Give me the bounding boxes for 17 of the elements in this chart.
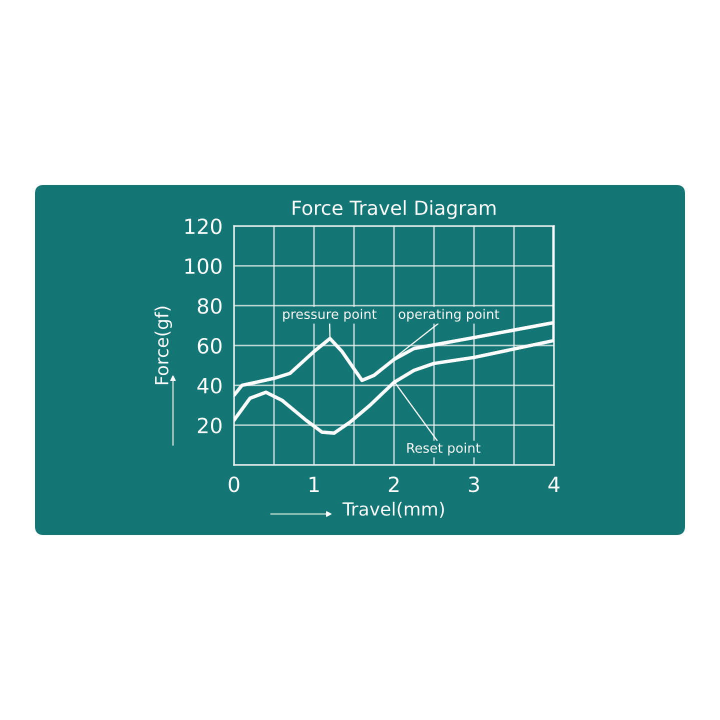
y-tick-label: 40 bbox=[197, 378, 222, 394]
y-tick-label: 80 bbox=[198, 298, 222, 314]
x-tick-label: 2 bbox=[388, 476, 399, 492]
y-tick-label: 100 bbox=[185, 258, 222, 274]
annotation: Reset point bbox=[407, 442, 480, 456]
x-tick-label: 0 bbox=[228, 476, 240, 492]
y-tick-label: 60 bbox=[198, 338, 222, 354]
y-axis-title: Force(gf) bbox=[154, 306, 172, 384]
annotation: pressure point bbox=[283, 308, 377, 322]
x-tick-label: 4 bbox=[548, 476, 560, 492]
x-tick-label: 3 bbox=[468, 476, 479, 492]
x-axis-title: Travel(mm) bbox=[342, 502, 444, 518]
annotation: operating point bbox=[398, 308, 500, 322]
y-tick-label: 120 bbox=[185, 218, 222, 234]
y-tick-label: 20 bbox=[198, 418, 222, 434]
chart-title: Force Travel Diagram bbox=[292, 200, 496, 219]
x-tick-label: 1 bbox=[310, 476, 319, 492]
